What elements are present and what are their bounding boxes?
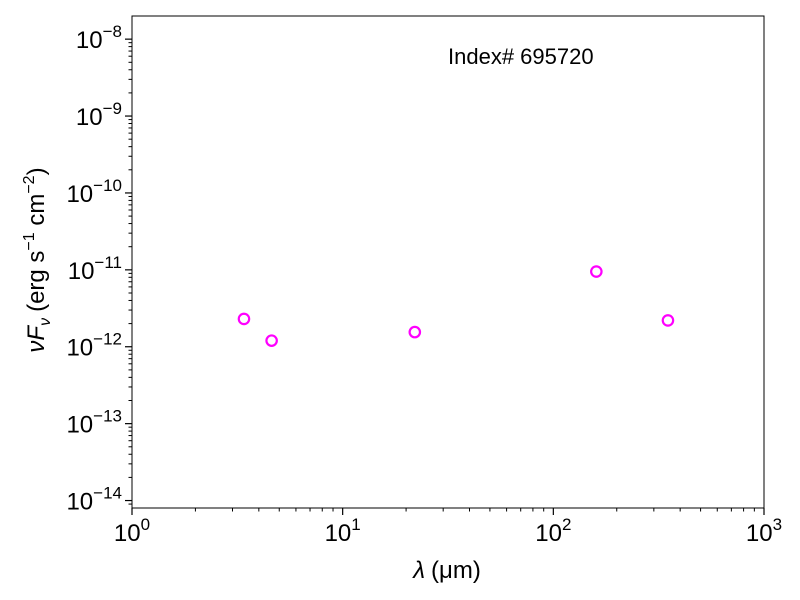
x-tick: 101 [325, 508, 361, 547]
x-tick-label: 100 [114, 515, 150, 547]
data-point [661, 314, 675, 327]
x-tick-label: 101 [325, 515, 361, 547]
y-axis-unit-exp1: −1 [21, 232, 38, 250]
y-axis-unit-exp2: −2 [21, 175, 38, 193]
y-tick: 10−10 [66, 176, 132, 208]
y-tick: 10−11 [68, 253, 132, 285]
y-tick-label: 10−8 [76, 22, 122, 54]
data-point [590, 265, 603, 278]
y-axis-unit-suffix: ) [23, 167, 50, 175]
y-tick-label: 10−10 [66, 176, 122, 208]
y-tick: 10−14 [66, 484, 132, 516]
x-axis-unit: (μm) [431, 557, 481, 584]
index-annotation: Index# 695720 [448, 44, 594, 69]
x-tick-label: 103 [746, 515, 782, 547]
x-tick: 102 [535, 508, 571, 547]
x-axis-ticks: 100 101 102 103 [114, 508, 782, 547]
data-point [237, 312, 251, 326]
y-tick-label: 10−13 [66, 407, 122, 439]
axes-frame [131, 15, 765, 509]
y-axis-symbol: νF [23, 325, 50, 353]
data-point [265, 334, 278, 347]
y-tick: 10−8 [76, 22, 132, 54]
y-axis-unit-mid: cm [23, 194, 50, 233]
x-tick-label: 102 [535, 515, 571, 547]
x-tick: 103 [746, 508, 782, 547]
data-point [408, 325, 422, 339]
y-axis-ticks: 10−14 10−13 10−12 10−11 10−10 10−9 10−8 [66, 22, 132, 516]
y-axis-label: νFν (erg s−1 cm−2) [21, 167, 54, 352]
x-axis-symbol: λ [411, 557, 425, 584]
data-markers [237, 265, 675, 347]
x-tick: 100 [114, 508, 150, 547]
y-tick: 10−9 [76, 99, 132, 131]
y-axis-symbol-subscript: ν [37, 318, 54, 326]
y-tick: 10−12 [66, 330, 132, 362]
y-tick-label: 10−11 [68, 253, 122, 285]
y-tick-label: 10−9 [76, 99, 122, 131]
y-axis-unit-prefix: (erg s [23, 251, 50, 312]
x-axis-label: λ (μm) [411, 557, 481, 584]
y-tick-label: 10−14 [66, 484, 122, 516]
y-tick: 10−13 [66, 407, 132, 439]
y-tick-label: 10−12 [66, 330, 122, 362]
